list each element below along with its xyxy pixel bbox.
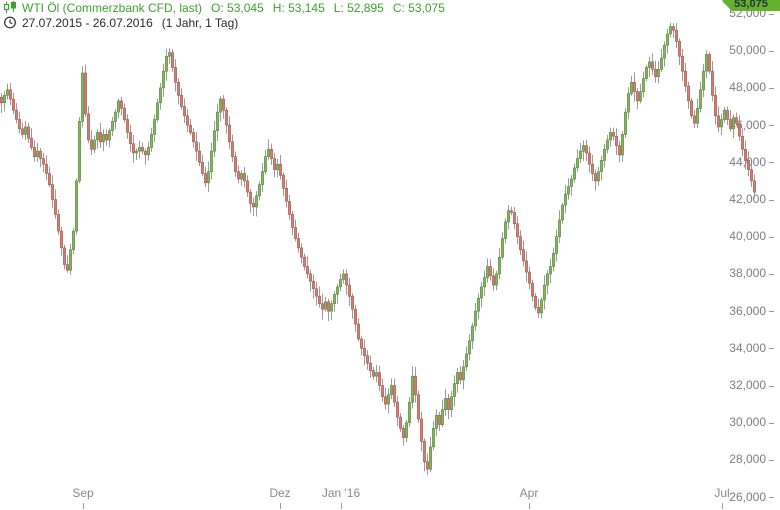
y-axis-label: 30,000 [729,415,766,430]
instrument-title: WTI Öl (Commerzbank CFD, last) [22,0,203,15]
open-value: O: 53,045 [211,0,264,15]
clock-icon [4,16,16,29]
y-axis-tick [769,87,774,89]
period-line: 27.07.2015 - 26.07.2016 (1 Jahr, 1 Tag) [3,15,445,30]
x-axis-tick [341,503,342,509]
x-axis-label: Jul [714,486,730,500]
y-axis-label: 42,000 [729,192,766,206]
x-axis-label: Apr [519,486,539,500]
y-axis-label: 40,000 [729,229,766,244]
y-axis-tick [769,273,774,275]
x-axis-label: Sep [72,486,94,500]
y-axis-label: 48,000 [729,80,766,95]
y-axis-tick [769,497,774,499]
y-axis-label: 32,000 [729,378,766,392]
y-axis-label: 28,000 [729,452,766,467]
candlestick-chart-icon [3,1,16,14]
y-axis-tick [769,13,774,15]
x-axis-tick [280,503,281,509]
y-axis-tick [769,348,774,350]
x-axis-tick [529,503,530,509]
last-price-value: 53,075 [734,0,768,10]
y-axis-tick [769,199,774,201]
low-value: L: 52,895 [333,0,384,15]
y-axis-label: 36,000 [729,303,766,318]
instrument-line: WTI Öl (Commerzbank CFD, last) O: 53,045… [3,0,445,15]
y-axis-tick [769,50,774,52]
chart-header: WTI Öl (Commerzbank CFD, last) O: 53,045… [3,0,445,30]
y-axis-tick [769,422,774,424]
date-range: 27.07.2015 - 26.07.2016 [22,15,153,30]
y-axis-tick [769,311,774,313]
x-axis-label: Dez [269,486,291,500]
y-axis-tick [769,385,774,387]
y-axis-label: 26,000 [729,489,766,504]
y-axis-label: 38,000 [729,266,766,281]
last-price-badge: 53,075 [722,0,780,11]
y-axis-tick [769,459,774,461]
y-axis-tick [769,162,774,164]
y-axis-tick [769,125,774,127]
y-axis-tick [769,236,774,238]
x-axis-tick [83,503,84,509]
interval-label: (1 Jahr, 1 Tag) [161,15,239,30]
high-value: H: 53,145 [272,0,325,15]
x-axis-label: Jan '16 [321,486,361,500]
close-value: C: 53,075 [392,0,445,15]
y-axis-label: 34,000 [729,340,766,355]
x-axis-tick [722,503,723,509]
y-axis-label: 50,000 [729,43,766,58]
